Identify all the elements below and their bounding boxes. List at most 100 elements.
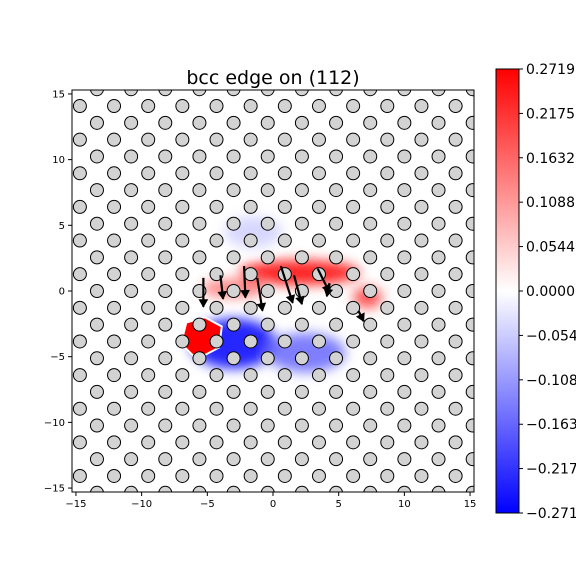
atom-59 (363, 418, 378, 433)
atom-274 (448, 132, 463, 147)
atom-292 (209, 99, 224, 114)
atom-230 (226, 183, 241, 198)
atom-259 (363, 149, 378, 164)
atom-293 (243, 99, 258, 114)
atom-281 (260, 115, 275, 130)
y-tick-label: 5 (59, 221, 65, 232)
atom-48 (414, 435, 429, 450)
atom-35 (397, 452, 412, 467)
atom-2 (124, 485, 139, 492)
atom-58 (329, 418, 344, 433)
atom-110 (397, 351, 412, 366)
atom-88 (72, 368, 87, 383)
atom-243 (243, 166, 258, 181)
atom-172 (380, 267, 395, 282)
atom-191 (175, 233, 190, 248)
atom-119 (277, 334, 292, 349)
y-tick-label: −15 (44, 484, 65, 495)
atom-222 (380, 199, 395, 214)
atom-112 (465, 351, 474, 366)
atom-304 (192, 90, 207, 97)
atom-33 (329, 452, 344, 467)
atom-286 (431, 115, 446, 130)
atom-288 (72, 99, 87, 114)
displacement-arrow-1 (217, 275, 228, 300)
atom-82 (294, 384, 309, 399)
atom-140 (141, 300, 156, 315)
atom-21 (346, 468, 361, 483)
atom-277 (124, 115, 139, 130)
atom-253 (158, 149, 173, 164)
atom-38 (72, 435, 87, 450)
atom-115 (141, 334, 156, 349)
atom-178 (158, 250, 173, 265)
atom-13 (72, 468, 87, 483)
atom-147 (380, 300, 395, 315)
atom-225 (56, 184, 69, 197)
atom-263 (72, 132, 87, 147)
atom-290 (141, 99, 156, 114)
atom-93 (243, 368, 258, 383)
atom-161 (431, 284, 446, 298)
atom-264 (107, 132, 122, 147)
atom-195 (311, 233, 326, 248)
atom-7 (294, 485, 309, 492)
atom-307 (294, 90, 309, 97)
atom-135 (397, 317, 412, 332)
atom-63 (72, 401, 87, 416)
atom-22 (380, 468, 395, 483)
atom-215 (141, 199, 156, 214)
atom-120 (311, 334, 326, 349)
atom-256 (260, 149, 275, 164)
atom-30 (226, 452, 241, 467)
atom-56 (260, 418, 275, 433)
atom-239 (107, 166, 122, 181)
atom-160 (397, 284, 412, 298)
atom-107 (294, 351, 309, 366)
atom-244 (277, 166, 292, 181)
atom-19 (277, 468, 292, 483)
atom-125 (56, 318, 69, 331)
colorbar-tick-label: 0.0000 (526, 284, 575, 300)
atom-198 (414, 233, 429, 248)
atom-64 (107, 401, 122, 416)
atom-301 (90, 90, 104, 97)
atom-162 (465, 284, 474, 298)
atom-254 (192, 149, 207, 164)
atom-236 (431, 183, 446, 198)
atom-69 (277, 401, 292, 416)
atom-287 (465, 115, 474, 130)
atom-251 (89, 149, 104, 164)
atom-188 (72, 233, 87, 248)
atom-114 (107, 334, 122, 349)
plot-area (56, 90, 474, 492)
atom-282 (294, 115, 309, 130)
atom-137 (465, 317, 474, 332)
atom-280 (226, 115, 241, 130)
x-tick-label: 5 (335, 499, 341, 510)
colorbar-tick-label: 0.2719 (526, 62, 575, 78)
atom-179 (192, 250, 207, 265)
atom-121 (346, 334, 361, 349)
atom-66 (175, 401, 190, 416)
atom-235 (397, 183, 412, 198)
atom-79 (192, 384, 207, 399)
atom-182 (294, 250, 309, 265)
atom-36 (431, 452, 446, 467)
atom-232 (294, 183, 309, 198)
atom-34 (363, 452, 378, 467)
atom-91 (175, 368, 190, 383)
atom-11 (431, 485, 446, 492)
chart-title: bcc edge on (112) (186, 67, 359, 89)
atom-270 (311, 132, 326, 147)
atom-192 (209, 233, 224, 248)
displacement-arrow-4 (279, 265, 296, 304)
atom-203 (158, 216, 173, 231)
atom-76 (89, 384, 104, 399)
atom-94 (277, 368, 292, 383)
atom-6 (260, 485, 275, 492)
atom-122 (380, 334, 395, 349)
atom-285 (397, 115, 412, 130)
atom-15 (141, 468, 156, 483)
